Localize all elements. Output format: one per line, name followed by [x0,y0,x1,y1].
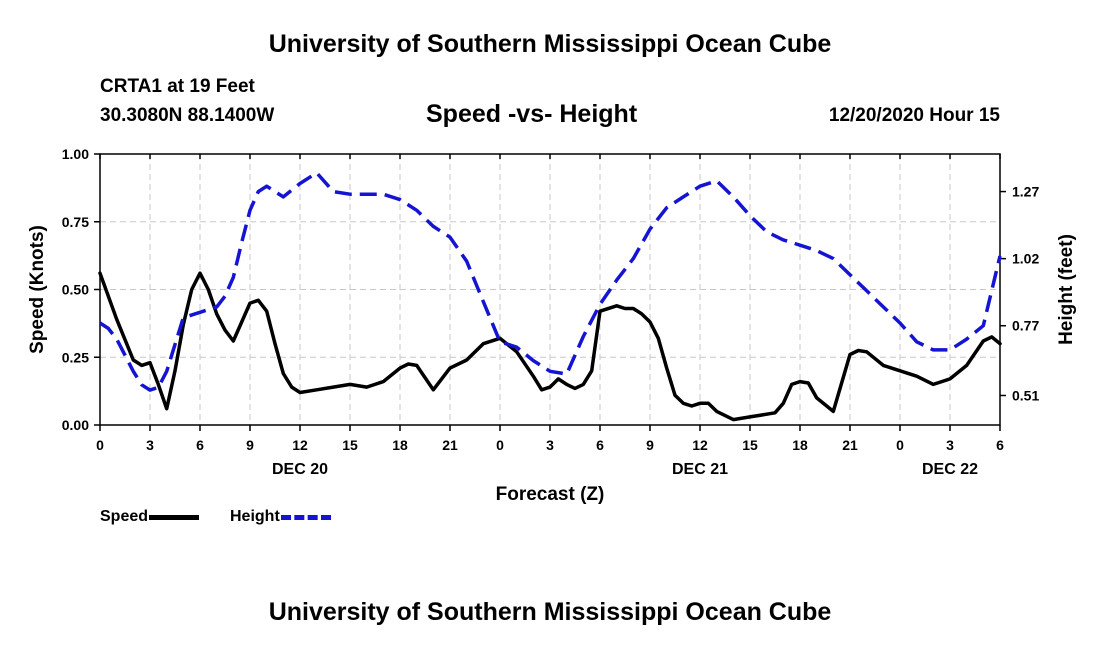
x-tick-label: 12 [292,437,308,453]
x-tick-label: 15 [342,437,358,453]
page-title: University of Southern Mississippi Ocean… [268,30,832,58]
y2-axis-label: Height (feet) [1056,234,1077,345]
date-hour-label: 12/20/2020 Hour 15 [828,105,1000,126]
x-tick-label: 0 [496,437,504,453]
legend-height-swatch [280,514,331,520]
x-tick-label: 6 [596,437,604,453]
legend-speed: Speed [100,508,200,526]
y-tick-label: 0.25 [62,349,89,365]
x-tick-label: 9 [646,437,654,453]
x-tick-label: 9 [246,437,254,453]
x-day-label: DEC 20 [272,461,328,478]
x-tick-label: 15 [742,437,758,453]
x-tick-label: 3 [946,437,954,453]
x-axis-label: Forecast (Z) [496,484,605,505]
x-tick-label: 21 [842,437,858,453]
x-day-label: DEC 22 [922,461,978,478]
x-tick-label: 0 [96,437,104,453]
x-tick-label: 21 [442,437,458,453]
x-day-label: DEC 21 [672,461,728,478]
legend-speed-label: Speed [100,508,149,525]
footer-title: University of Southern Mississippi Ocean… [268,598,832,626]
y2-tick-label: 1.02 [1012,251,1039,267]
y2-tick-label: 1.27 [1012,184,1039,200]
y-tick-label: 0.00 [62,417,89,433]
legend-speed-swatch [149,514,200,520]
x-tick-label: 3 [546,437,554,453]
y-tick-label: 0.75 [62,214,89,230]
series-line-speed [98,271,1002,422]
legend-height: Height [230,508,331,526]
station-label: CRTA1 at 19 Feet [100,76,255,97]
y-axis-label: Speed (Knots) [27,225,48,354]
x-tick-label: 6 [996,437,1004,453]
series-line-height [99,171,1002,392]
x-tick-label: 18 [792,437,808,453]
y2-tick-label: 0.51 [1012,387,1039,403]
x-tick-label: 12 [692,437,708,453]
coordinates-label: 30.3080N 88.1400W [100,105,275,126]
legend-height-label: Height [230,508,280,525]
y-tick-label: 1.00 [62,146,89,162]
chart-title: Speed -vs- Height [426,100,638,128]
x-tick-label: 0 [896,437,904,453]
x-tick-label: 3 [146,437,154,453]
x-tick-label: 6 [196,437,204,453]
y2-tick-label: 0.77 [1012,318,1039,334]
x-tick-label: 18 [392,437,408,453]
y-tick-label: 0.50 [62,282,89,298]
